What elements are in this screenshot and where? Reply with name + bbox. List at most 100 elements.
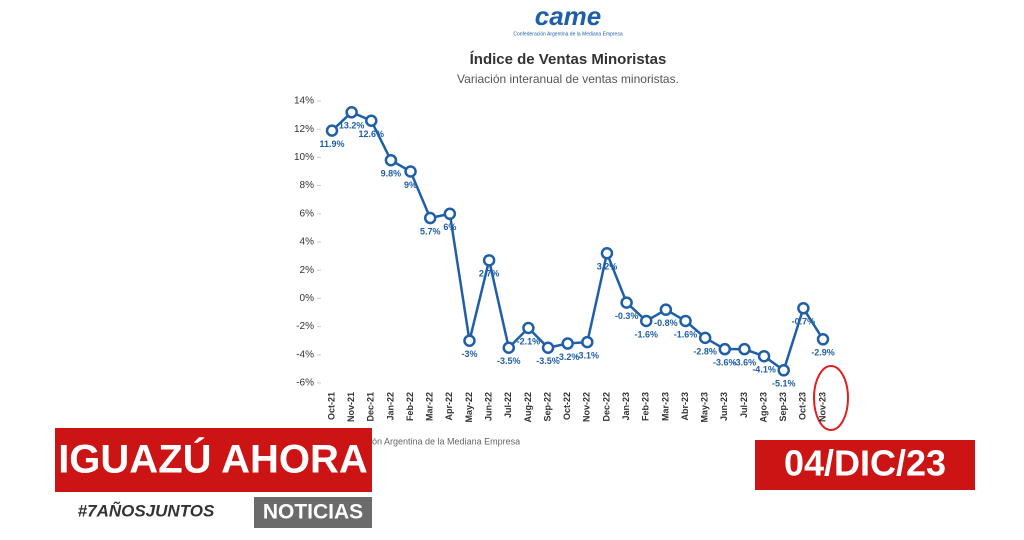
point [797, 302, 810, 315]
y-tick-label: -6% [296, 378, 314, 389]
data-label: -2.9% [811, 348, 835, 358]
point [345, 106, 358, 119]
x-tick-label: Aug-22 [523, 392, 533, 423]
point [816, 333, 830, 346]
data-label: -3.2% [556, 352, 580, 362]
x-tick-label: May-23 [700, 392, 710, 423]
x-tick-label: Ago-23 [758, 392, 768, 423]
point [757, 349, 771, 363]
x-tick-label: Nov-22 [582, 392, 592, 422]
data-label: -3.1% [576, 350, 600, 360]
chart-subtitle: Variación interanual de ventas minorista… [457, 72, 679, 86]
y-tick-label: -2% [296, 321, 314, 332]
point [522, 321, 535, 335]
point [423, 211, 437, 225]
chart-title: Índice de Ventas Minoristas [470, 51, 667, 68]
point [502, 341, 516, 354]
point [659, 303, 673, 316]
y-tick-label: 14% [294, 96, 314, 107]
point [777, 364, 790, 377]
y-tick-label: -4% [296, 349, 314, 360]
logo: came [535, 1, 602, 31]
x-tick-label: Apr-22 [444, 392, 454, 421]
y-tick-label: 0% [300, 293, 315, 304]
x-tick-label: Jan-22 [385, 392, 395, 421]
point [325, 124, 339, 137]
x-tick-label: Feb-22 [405, 392, 415, 421]
point [698, 331, 712, 345]
x-tick-label: Oct-22 [562, 392, 572, 420]
x-tick-label: Sep-23 [778, 392, 788, 422]
x-tick-label: Nov-23 [817, 392, 827, 422]
point [738, 342, 751, 356]
x-tick-label: Jun-22 [483, 392, 493, 421]
data-label: -0.3% [615, 311, 639, 321]
source: ón Argentina de la Mediana Empresa [372, 436, 520, 446]
data-label: 3.2% [597, 262, 618, 272]
point [404, 165, 417, 178]
data-label: 9% [404, 180, 417, 190]
point [541, 341, 555, 354]
data-label: -1.6% [674, 329, 698, 339]
series-line [331, 110, 825, 373]
data-label: 11.9% [319, 139, 344, 149]
point [639, 314, 653, 328]
y-tick-label: 6% [300, 208, 315, 219]
data-label: -3.6% [713, 358, 737, 368]
section-box [254, 497, 372, 528]
data-label: 5.7% [420, 226, 441, 236]
point [365, 114, 378, 127]
x-tick-label: Abr-23 [680, 392, 690, 421]
point [679, 314, 692, 328]
y-tick-label: 8% [300, 180, 315, 191]
x-tick-label: Jul-23 [739, 392, 749, 418]
data-label: 13.2% [339, 121, 365, 131]
data-label: -0.7% [792, 317, 816, 327]
point [384, 153, 398, 167]
x-tick-label: Mar-23 [660, 392, 670, 421]
x-tick-label: Oct-23 [798, 392, 808, 420]
data-label: -2.1% [517, 336, 541, 346]
hashtag: #7AÑOSJUNTOS [78, 500, 215, 520]
date-box [755, 440, 975, 490]
x-tick-label: Mar-22 [425, 392, 435, 421]
x-tick-label: Jan-23 [621, 392, 631, 421]
y-tick-label: 12% [294, 124, 314, 135]
data-label: -4.1% [752, 365, 776, 375]
x-tick-label: Dec-21 [366, 392, 376, 422]
x-tick-label: Dec-22 [601, 392, 611, 422]
x-tick-label: Nov-21 [346, 392, 356, 422]
data-label: 9.8% [381, 169, 402, 179]
data-label: 12.6% [359, 129, 385, 139]
point [620, 296, 633, 309]
x-tick-label: Sep-22 [542, 392, 552, 422]
data-label: -3.6% [733, 358, 757, 368]
data-label: -5.1% [772, 379, 796, 389]
y-tick-label: 4% [300, 237, 315, 248]
logo-tagline: Confederación Argentina de la Mediana Em… [513, 31, 622, 37]
brand-box [55, 428, 372, 492]
data-label: -3.5% [536, 356, 560, 366]
data-label: 6% [443, 222, 456, 232]
y-tick-label: 2% [300, 265, 315, 276]
data-label: -3.5% [497, 356, 521, 366]
point [482, 254, 496, 267]
brand: IGUAZÚ AHORA [58, 436, 368, 482]
point [463, 334, 476, 347]
data-label: -0.8% [654, 318, 678, 328]
x-tick-label: Jul-22 [503, 392, 513, 418]
date: 04/DIC/23 [784, 443, 946, 484]
point [561, 337, 574, 350]
point [443, 207, 457, 221]
data-label: -3% [461, 349, 477, 359]
point [581, 335, 594, 349]
section: NOTICIAS [263, 501, 363, 524]
point [718, 342, 732, 356]
data-label: -2.8% [693, 346, 717, 356]
highlight-circle [813, 365, 849, 431]
x-tick-label: May-22 [464, 392, 474, 423]
x-tick-label: Oct-21 [326, 392, 336, 420]
x-tick-label: Jun-23 [719, 392, 729, 421]
y-tick-label: 10% [294, 152, 314, 163]
